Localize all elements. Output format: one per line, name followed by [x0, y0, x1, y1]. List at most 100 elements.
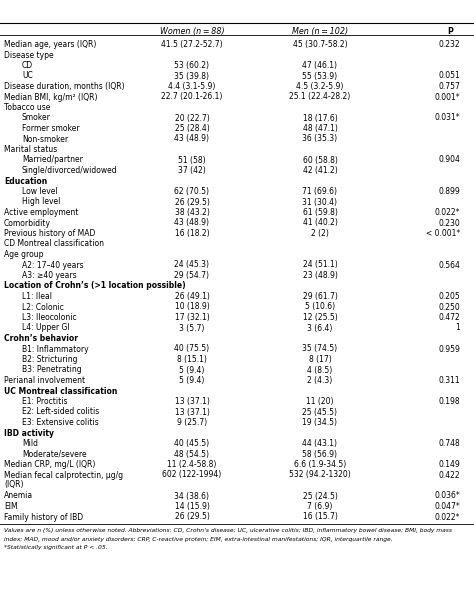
Text: Comorbidity: Comorbidity	[4, 218, 51, 228]
Text: Disease type: Disease type	[4, 50, 54, 59]
Text: 20 (22.7): 20 (22.7)	[174, 113, 210, 123]
Text: 11 (20): 11 (20)	[306, 397, 334, 406]
Text: L2: Colonic: L2: Colonic	[22, 302, 64, 311]
Text: 26 (29.5): 26 (29.5)	[174, 197, 210, 206]
Text: 0.230: 0.230	[438, 218, 460, 228]
Text: Crohn’s behavior: Crohn’s behavior	[4, 334, 78, 343]
Text: 53 (60.2): 53 (60.2)	[174, 61, 210, 70]
Text: Median age, years (IQR): Median age, years (IQR)	[4, 40, 96, 49]
Text: EIM: EIM	[4, 502, 18, 511]
Text: 0.232: 0.232	[438, 40, 460, 49]
Text: 11 (2.4-58.8): 11 (2.4-58.8)	[167, 460, 217, 469]
Text: 0.250: 0.250	[438, 302, 460, 311]
Text: Median BMI, kg/m² (IQR): Median BMI, kg/m² (IQR)	[4, 93, 98, 101]
Text: 43 (48.9): 43 (48.9)	[174, 135, 210, 144]
Text: Family history of IBD: Family history of IBD	[4, 512, 83, 521]
Text: 35 (74.5): 35 (74.5)	[302, 345, 337, 353]
Text: E2: Left-sided colitis: E2: Left-sided colitis	[22, 407, 99, 416]
Text: (IQR): (IQR)	[4, 480, 24, 489]
Text: 48 (54.5): 48 (54.5)	[174, 449, 210, 458]
Text: 0.959: 0.959	[438, 345, 460, 353]
Text: 24 (51.1): 24 (51.1)	[302, 260, 337, 269]
Text: 25 (24.5): 25 (24.5)	[302, 492, 337, 500]
Text: 17 (32.1): 17 (32.1)	[174, 313, 210, 322]
Text: Tobacco use: Tobacco use	[4, 103, 50, 112]
Text: 48 (47.1): 48 (47.1)	[302, 124, 337, 133]
Text: 29 (54.7): 29 (54.7)	[174, 271, 210, 280]
Text: *Statistically significant at P < .05.: *Statistically significant at P < .05.	[4, 545, 108, 550]
Text: Location of Crohn’s (>1 location possible): Location of Crohn’s (>1 location possibl…	[4, 282, 186, 291]
Text: Active employment: Active employment	[4, 208, 78, 217]
Text: 62 (70.5): 62 (70.5)	[174, 187, 210, 196]
Text: Moderate/severe: Moderate/severe	[22, 449, 87, 458]
Text: 8 (17): 8 (17)	[309, 355, 331, 364]
Text: 42 (41.2): 42 (41.2)	[302, 166, 337, 175]
Text: 29 (61.7): 29 (61.7)	[302, 292, 337, 301]
Text: 26 (49.1): 26 (49.1)	[174, 292, 210, 301]
Text: < 0.001*: < 0.001*	[426, 229, 460, 238]
Text: 0.031*: 0.031*	[434, 113, 460, 123]
Text: 26 (29.5): 26 (29.5)	[174, 512, 210, 521]
Text: L1: Ileal: L1: Ileal	[22, 292, 52, 301]
Text: 5 (10.6): 5 (10.6)	[305, 302, 335, 311]
Text: 4.5 (3.2-5.9): 4.5 (3.2-5.9)	[296, 82, 344, 91]
Text: 25 (45.5): 25 (45.5)	[302, 407, 337, 416]
Text: 37 (42): 37 (42)	[178, 166, 206, 175]
Text: Low level: Low level	[22, 187, 58, 196]
Text: 0.757: 0.757	[438, 82, 460, 91]
Text: 55 (53.9): 55 (53.9)	[302, 72, 337, 81]
Text: 0.422: 0.422	[438, 470, 460, 480]
Text: 5 (9.4): 5 (9.4)	[179, 376, 205, 385]
Text: 12 (25.5): 12 (25.5)	[302, 313, 337, 322]
Text: 0.311: 0.311	[438, 376, 460, 385]
Text: 0.047*: 0.047*	[434, 502, 460, 511]
Text: 31 (30.4): 31 (30.4)	[302, 197, 337, 206]
Text: Smoker: Smoker	[22, 113, 51, 123]
Text: 2 (2): 2 (2)	[311, 229, 329, 238]
Text: 41.5 (27.2-52.7): 41.5 (27.2-52.7)	[161, 40, 223, 49]
Text: Mild: Mild	[22, 439, 38, 448]
Text: 6.6 (1.9-34.5): 6.6 (1.9-34.5)	[294, 460, 346, 469]
Text: Median CRP, mg/L (IQR): Median CRP, mg/L (IQR)	[4, 460, 95, 469]
Text: 22.7 (20.1-26.1): 22.7 (20.1-26.1)	[161, 93, 223, 101]
Text: 24 (45.3): 24 (45.3)	[174, 260, 210, 269]
Text: 532 (94.2-1320): 532 (94.2-1320)	[289, 470, 351, 480]
Text: Single/divorced/widowed: Single/divorced/widowed	[22, 166, 118, 175]
Text: 60 (58.8): 60 (58.8)	[302, 155, 337, 164]
Text: 0.205: 0.205	[438, 292, 460, 301]
Text: UC Montreal classification: UC Montreal classification	[4, 387, 118, 396]
Text: 58 (56.9): 58 (56.9)	[302, 449, 337, 458]
Text: 3 (5.7): 3 (5.7)	[179, 324, 205, 333]
Text: UC: UC	[22, 72, 33, 81]
Text: 2 (4.3): 2 (4.3)	[307, 376, 333, 385]
Text: Education: Education	[4, 177, 47, 186]
Text: 40 (75.5): 40 (75.5)	[174, 345, 210, 353]
Text: 5 (9.4): 5 (9.4)	[179, 365, 205, 375]
Text: 18 (17.6): 18 (17.6)	[302, 113, 337, 123]
Text: 61 (59.8): 61 (59.8)	[302, 208, 337, 217]
Text: 47 (46.1): 47 (46.1)	[302, 61, 337, 70]
Text: Men (n = 102): Men (n = 102)	[292, 27, 348, 36]
Text: 8 (15.1): 8 (15.1)	[177, 355, 207, 364]
Text: 1: 1	[455, 324, 460, 333]
Text: E1: Proctitis: E1: Proctitis	[22, 397, 67, 406]
Text: 16 (18.2): 16 (18.2)	[175, 229, 210, 238]
Text: 13 (37.1): 13 (37.1)	[174, 397, 210, 406]
Text: 0.149: 0.149	[438, 460, 460, 469]
Text: 0.472: 0.472	[438, 313, 460, 322]
Text: 25 (28.4): 25 (28.4)	[174, 124, 210, 133]
Text: 44 (43.1): 44 (43.1)	[302, 439, 337, 448]
Text: Anemia: Anemia	[4, 492, 33, 500]
Text: E3: Extensive colitis: E3: Extensive colitis	[22, 418, 99, 427]
Text: CD Montreal classification: CD Montreal classification	[4, 240, 104, 248]
Text: CD: CD	[22, 61, 33, 70]
Text: 10 (18.9): 10 (18.9)	[174, 302, 210, 311]
Text: B3: Penetrating: B3: Penetrating	[22, 365, 82, 375]
Text: 4 (8.5): 4 (8.5)	[307, 365, 333, 375]
Text: 19 (34.5): 19 (34.5)	[302, 418, 337, 427]
Text: 23 (48.9): 23 (48.9)	[302, 271, 337, 280]
Text: Median fecal calprotectin, μg/g: Median fecal calprotectin, μg/g	[4, 470, 123, 480]
Text: L4: Upper GI: L4: Upper GI	[22, 324, 70, 333]
Text: Previous history of MAD: Previous history of MAD	[4, 229, 95, 238]
Text: 14 (15.9): 14 (15.9)	[174, 502, 210, 511]
